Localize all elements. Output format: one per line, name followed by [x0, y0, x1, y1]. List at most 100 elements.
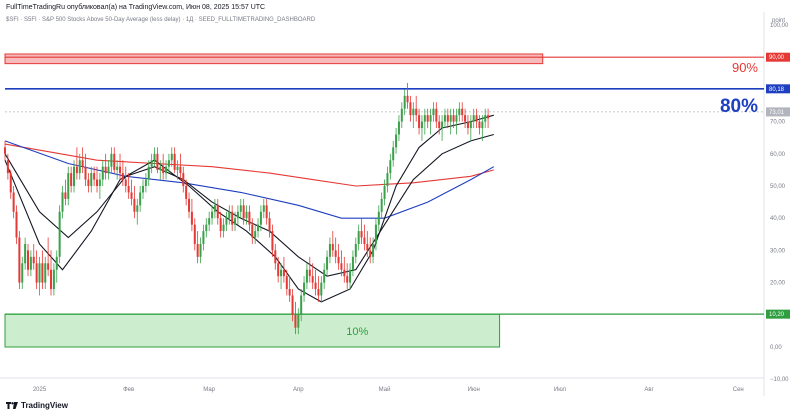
candle-16	[50, 269, 53, 290]
candle-12	[38, 263, 41, 283]
y-tick-label-4: 30,00	[770, 248, 786, 254]
candle-47	[139, 192, 142, 206]
candle-108	[314, 282, 317, 290]
candle-129	[374, 224, 377, 244]
candle-56	[165, 166, 168, 174]
candle-140	[406, 95, 409, 103]
candle-17	[52, 269, 55, 290]
candle-137	[397, 121, 400, 135]
candle-119	[346, 276, 349, 283]
candle-72	[211, 211, 214, 219]
candle-87	[254, 231, 257, 238]
candle-2	[9, 173, 12, 193]
candle-118	[343, 269, 346, 277]
candle-132	[383, 186, 386, 199]
candle-61	[179, 166, 182, 174]
candle-148	[429, 115, 432, 122]
candle-42	[124, 179, 127, 186]
candle-83	[242, 205, 245, 219]
candle-6	[21, 263, 24, 283]
candle-54	[159, 166, 162, 170]
tradingview-brand[interactable]: TradingView	[6, 401, 68, 410]
candle-159	[461, 108, 464, 116]
candle-157	[455, 115, 458, 122]
candle-37	[110, 153, 113, 167]
candle-8	[26, 250, 30, 270]
candle-104	[303, 282, 306, 296]
candle-85	[248, 211, 251, 225]
candle-23	[70, 173, 73, 186]
zone-band-2	[4, 313, 501, 348]
price-tag-3	[766, 107, 790, 117]
price-tag-label-3: 73,01	[769, 110, 785, 116]
candle-24	[73, 166, 76, 186]
candle-142	[412, 108, 415, 116]
candle-59	[173, 153, 176, 170]
candle-38	[113, 153, 116, 170]
price-tag-label-0: 90,00	[769, 55, 785, 61]
candle-139	[403, 95, 406, 109]
candle-134	[389, 160, 392, 174]
candle-106	[308, 269, 311, 277]
candle-105	[305, 269, 308, 283]
candle-43	[127, 186, 130, 193]
candle-13	[41, 263, 44, 283]
candle-34	[101, 166, 104, 180]
candle-53	[156, 153, 159, 170]
candle-70	[205, 224, 208, 232]
candle-57	[167, 160, 170, 167]
candle-151	[438, 121, 441, 129]
candle-94	[274, 250, 277, 264]
candle-166	[481, 121, 484, 129]
y-tick-label-6: 50,00	[770, 184, 786, 190]
candle-5	[18, 237, 21, 283]
x-tick-label-4: Май	[379, 386, 391, 393]
candle-145	[420, 121, 423, 129]
candle-92	[268, 218, 271, 232]
zone-band-0	[4, 53, 544, 65]
candle-46	[136, 205, 139, 212]
candle-91	[265, 205, 268, 219]
candle-116	[337, 256, 340, 264]
candle-150	[435, 108, 438, 122]
candle-156	[452, 115, 455, 122]
y-tick-label-3: 20,00	[770, 281, 786, 287]
y-axis-title: point	[772, 18, 785, 24]
candle-60	[176, 166, 179, 170]
zone-label-1: 80%	[720, 96, 758, 117]
moving-average-0	[4, 143, 494, 187]
publisher-line: FullTimeTradingRu опубликовал(а) на Trad…	[6, 4, 266, 11]
candle-82	[239, 205, 242, 212]
candle-121	[351, 256, 354, 270]
candle-52	[153, 153, 156, 161]
candle-81	[236, 211, 239, 219]
candle-147	[426, 115, 429, 122]
y-tick-label-7: 60,00	[770, 152, 786, 158]
price-tag-2	[766, 309, 790, 319]
candle-89	[259, 211, 262, 225]
candle-160	[464, 115, 467, 122]
candle-124	[360, 231, 363, 238]
candle-130	[377, 211, 380, 225]
candle-36	[107, 166, 110, 174]
candle-154	[446, 115, 449, 122]
candle-25	[75, 166, 78, 174]
candle-112	[326, 256, 329, 270]
candle-111	[323, 269, 326, 283]
candle-18	[55, 256, 58, 270]
candle-29	[87, 179, 90, 186]
candle-161	[466, 121, 469, 129]
candle-41	[121, 173, 124, 180]
candle-168	[487, 115, 490, 119]
candle-14	[44, 263, 47, 283]
price-tag-label-1: 80,18	[769, 87, 785, 93]
candle-114	[331, 243, 334, 251]
candle-128	[372, 243, 375, 257]
candle-152	[441, 121, 444, 129]
candle-158	[458, 108, 461, 116]
price-chart[interactable]: 90% 80% 10% point −10,00 0,00 20,00 30,00 40,00 5…	[0, 0, 800, 396]
candle-155	[449, 115, 452, 122]
candle-69	[202, 231, 205, 244]
candle-164	[475, 115, 478, 122]
candle-131	[380, 198, 383, 212]
